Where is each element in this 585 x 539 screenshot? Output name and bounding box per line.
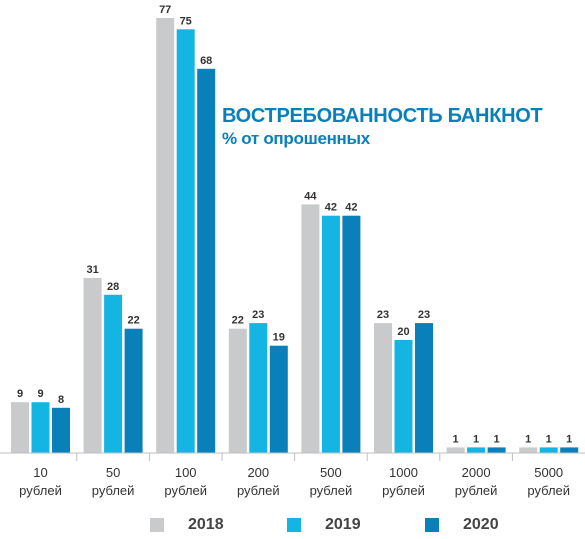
data-label-2020-200: 19 (273, 332, 285, 344)
bars-layer (11, 18, 579, 454)
data-label-2018-200: 22 (232, 315, 244, 327)
x-tick-value: 10 (33, 465, 47, 480)
data-label-2019-200: 23 (252, 309, 264, 321)
chart-title: ВОСТРЕБОВАННОСТЬ БАНКНОТ (222, 105, 543, 127)
data-label-2020-500: 42 (345, 202, 357, 214)
data-label-2020-2000: 1 (494, 433, 500, 445)
data-label-2018-500: 44 (304, 190, 317, 202)
legend-label-2020: 2020 (463, 516, 499, 533)
bar-2020-100 (197, 68, 216, 454)
bar-2018-200 (228, 328, 247, 453)
bar-2018-500 (301, 204, 320, 453)
data-label-2020-1000: 23 (418, 309, 430, 321)
x-tick-unit: рублей (237, 483, 280, 498)
data-label-2019-2000: 1 (473, 433, 479, 445)
bar-2018-50 (83, 277, 102, 453)
chart-subtitle: % от опрошенных (222, 129, 370, 148)
legend-item-2020: 2020 (425, 516, 499, 534)
legend-item-2019: 2019 (287, 516, 361, 534)
x-tick-label-50: 50 рублей (92, 465, 135, 498)
x-tick-unit: рублей (164, 483, 207, 498)
bar-2019-1000 (394, 340, 413, 453)
data-label-2019-100: 75 (180, 15, 192, 27)
x-tick-unit: рублей (382, 483, 425, 498)
bar-2018-1000 (374, 323, 392, 453)
bar-2019-10 (31, 402, 50, 453)
bar-2019-200 (249, 323, 268, 453)
x-tick-unit: рублей (310, 483, 353, 498)
bar-2020-10 (52, 407, 70, 453)
data-label-2019-10: 9 (37, 388, 43, 400)
x-tick-label-200: 200 рублей (237, 465, 280, 498)
chart-title-block: ВОСТРЕБОВАННОСТЬ БАНКНОТ % от опрошенных (222, 104, 543, 150)
x-tick-unit: рублей (92, 483, 135, 498)
bar-2020-200 (269, 345, 288, 453)
x-tick-unit: рублей (527, 483, 570, 498)
x-axis-labels: 10 рублей 50 рублей 100 рублей 200 рублей 500 руб… (19, 465, 570, 498)
data-label-2018-10: 9 (17, 388, 23, 400)
bar-2018-5000 (519, 447, 538, 453)
legend-label-2019: 2019 (325, 516, 361, 533)
x-tick-value: 200 (247, 465, 269, 480)
data-label-2019-50: 28 (107, 281, 119, 293)
data-label-2019-500: 42 (325, 202, 337, 214)
bar-2018-2000 (446, 447, 465, 453)
legend-swatch-2020 (425, 518, 439, 532)
bar-2020-1000 (415, 323, 433, 453)
x-tick-label-100: 100 рублей (164, 465, 207, 498)
x-tick-label-500: 500 рублей (310, 465, 353, 498)
x-tick-label-5000: 5000 рублей (527, 465, 570, 498)
x-tick-value: 50 (106, 465, 120, 480)
x-axis-ticks (76, 453, 513, 461)
x-tick-label-10: 10 рублей (19, 465, 62, 498)
data-label-2018-100: 77 (159, 4, 171, 16)
data-label-2020-10: 8 (58, 394, 64, 406)
legend-item-2018: 2018 (150, 516, 224, 534)
bar-2019-100 (176, 29, 195, 454)
data-label-2020-100: 68 (200, 55, 212, 67)
x-tick-label-2000: 2000 рублей (455, 465, 498, 498)
x-tick-value: 2000 (462, 465, 491, 480)
x-tick-unit: рублей (19, 483, 62, 498)
bar-2019-2000 (467, 447, 486, 453)
x-tick-label-1000: 1000 рублей (382, 465, 425, 498)
data-label-2019-5000: 1 (546, 433, 552, 445)
x-tick-value: 100 (175, 465, 197, 480)
x-tick-value: 5000 (534, 465, 563, 480)
x-tick-value: 1000 (389, 465, 418, 480)
x-tick-value: 500 (320, 465, 342, 480)
data-label-2018-50: 31 (86, 264, 98, 276)
bar-2019-50 (104, 294, 123, 453)
bar-2019-500 (321, 215, 340, 453)
bar-2020-50 (124, 328, 143, 453)
bar-2020-5000 (560, 447, 579, 453)
data-label-2018-5000: 1 (525, 433, 531, 445)
x-tick-unit: рублей (455, 483, 498, 498)
bar-2018-10 (11, 402, 29, 453)
legend-swatch-2019 (287, 518, 301, 532)
legend-label-2018: 2018 (188, 516, 224, 533)
data-label-2020-5000: 1 (566, 433, 572, 445)
data-label-2018-2000: 1 (453, 433, 459, 445)
data-label-2020-50: 22 (127, 315, 139, 327)
bar-2018-100 (156, 18, 175, 453)
bar-2020-2000 (487, 447, 506, 453)
bar-2020-500 (342, 215, 361, 453)
data-label-2018-1000: 23 (377, 309, 389, 321)
data-labels-layer: 9 9 8 31 28 22 77 75 68 22 23 19 44 42 42 23 20 23 1 1 1 1 1 1 (17, 4, 572, 445)
legend: 2018 2019 2020 (0, 516, 585, 538)
legend-swatch-2018 (150, 518, 164, 532)
data-label-2019-1000: 20 (397, 326, 409, 338)
bar-2019-5000 (539, 447, 558, 453)
